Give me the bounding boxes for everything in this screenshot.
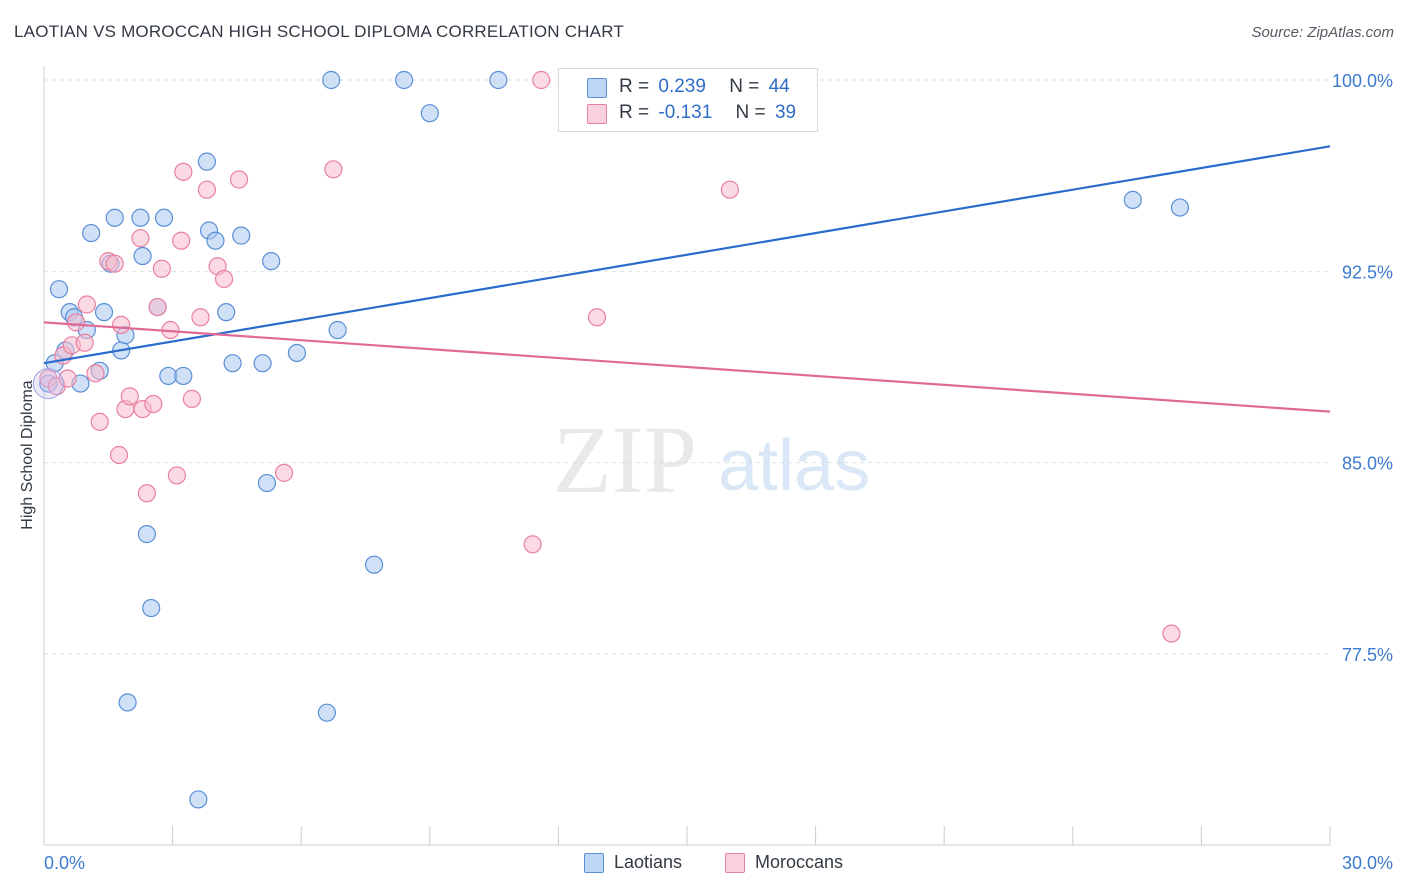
point-moroccans: [77, 295, 96, 314]
bottom-legend-label-laotians: Laotians: [614, 852, 683, 872]
point-moroccans: [137, 484, 156, 503]
point-laotians: [49, 280, 69, 299]
point-laotians: [223, 354, 242, 373]
point-laotians: [364, 555, 384, 574]
point-laotians: [489, 70, 508, 90]
point-moroccans: [131, 229, 150, 248]
y-tick-label: 85.0%: [1342, 454, 1393, 474]
legend-n-value: 44: [768, 76, 790, 97]
y-tick-label: 77.5%: [1342, 645, 1393, 665]
bottom-legend-label-moroccans: Moroccans: [755, 852, 844, 872]
point-laotians: [394, 70, 414, 90]
trend-lines: [43, 145, 1331, 413]
point-moroccans: [229, 170, 249, 189]
watermark-zip: ZIP: [553, 406, 697, 513]
point-moroccans: [1162, 624, 1181, 643]
point-laotians: [322, 70, 341, 90]
y-axis-label: High School Diploma: [19, 380, 36, 530]
point-moroccans: [172, 231, 191, 250]
point-laotians: [154, 208, 174, 227]
point-laotians: [118, 693, 137, 712]
point-moroccans: [197, 180, 216, 199]
point-laotians: [328, 320, 347, 340]
point-moroccans: [109, 445, 129, 465]
point-laotians: [82, 223, 101, 243]
point-laotians: [94, 303, 114, 322]
point-laotians: [137, 524, 156, 544]
x-tick-label: 0.0%: [44, 853, 85, 873]
chart-title: LAOTIAN VS MOROCCAN HIGH SCHOOL DIPLOMA …: [14, 22, 624, 41]
legend-n-value: 39: [774, 102, 797, 123]
point-moroccans: [274, 463, 294, 482]
legend: R = 0.239 N = 44 R = -0.131 N = 39: [558, 68, 818, 132]
watermark: ZIP atlas: [553, 406, 870, 513]
legend-r-value: -0.131: [658, 102, 713, 123]
point-laotians: [257, 473, 277, 493]
point-laotians: [262, 252, 281, 271]
point-moroccans: [144, 394, 163, 414]
point-moroccans: [112, 315, 131, 335]
point-moroccans: [120, 387, 139, 406]
point-laotians: [1170, 198, 1190, 217]
point-cluster: [32, 368, 64, 400]
point-laotians: [287, 343, 307, 363]
bottom-legend-swatch-moroccans: [725, 853, 745, 873]
legend-r-value: 0.239: [658, 76, 706, 97]
point-laotians: [420, 104, 439, 123]
point-moroccans: [167, 466, 186, 485]
legend-n-label: N =: [729, 76, 760, 97]
axes: [43, 66, 1331, 846]
point-laotians: [1123, 190, 1142, 210]
trend-line-laotians: [43, 145, 1331, 365]
point-moroccans: [90, 412, 109, 431]
bottom-legend-swatch-laotians: [584, 853, 604, 873]
point-laotians: [217, 303, 236, 322]
point-moroccans: [105, 254, 124, 273]
point-moroccans: [86, 364, 105, 383]
trend-line-moroccans: [43, 321, 1331, 413]
legend-swatch-laotians: [587, 78, 607, 98]
point-laotians: [174, 366, 193, 386]
watermark-atlas: atlas: [718, 426, 870, 506]
point-laotians: [105, 208, 124, 227]
point-moroccans: [182, 389, 201, 408]
point-moroccans: [214, 269, 234, 289]
point-moroccans: [75, 333, 94, 352]
point-laotians: [232, 226, 251, 245]
point-moroccans: [67, 313, 86, 332]
point-laotians: [197, 152, 216, 171]
legend-r-label: R =: [619, 102, 650, 123]
point-laotians: [189, 790, 208, 809]
legend-r-label: R =: [619, 76, 650, 97]
point-moroccans: [523, 535, 542, 554]
point-laotians: [142, 598, 161, 618]
point-moroccans: [324, 160, 343, 179]
x-tick-label: 30.0%: [1342, 853, 1393, 873]
point-laotians: [131, 208, 150, 227]
point-laotians: [133, 246, 152, 266]
legend-swatch-moroccans: [587, 104, 607, 124]
point-moroccans: [191, 308, 210, 327]
point-moroccans: [148, 297, 167, 317]
point-moroccans: [720, 180, 739, 199]
point-laotians: [317, 703, 337, 722]
point-moroccans: [532, 70, 551, 90]
point-laotians: [206, 231, 225, 250]
y-tick-label: 100.0%: [1332, 71, 1393, 91]
source-label: Source: ZipAtlas.com: [1251, 24, 1394, 41]
tick-labels: 77.5% 85.0% 92.5% 100.0% 0.0% 30.0%: [44, 71, 1393, 873]
legend-n-label: N =: [735, 102, 766, 123]
point-moroccans: [587, 308, 607, 327]
point-moroccans: [174, 162, 193, 181]
point-laotians: [253, 354, 272, 373]
point-moroccans: [152, 259, 171, 278]
y-tick-label: 92.5%: [1342, 262, 1393, 282]
